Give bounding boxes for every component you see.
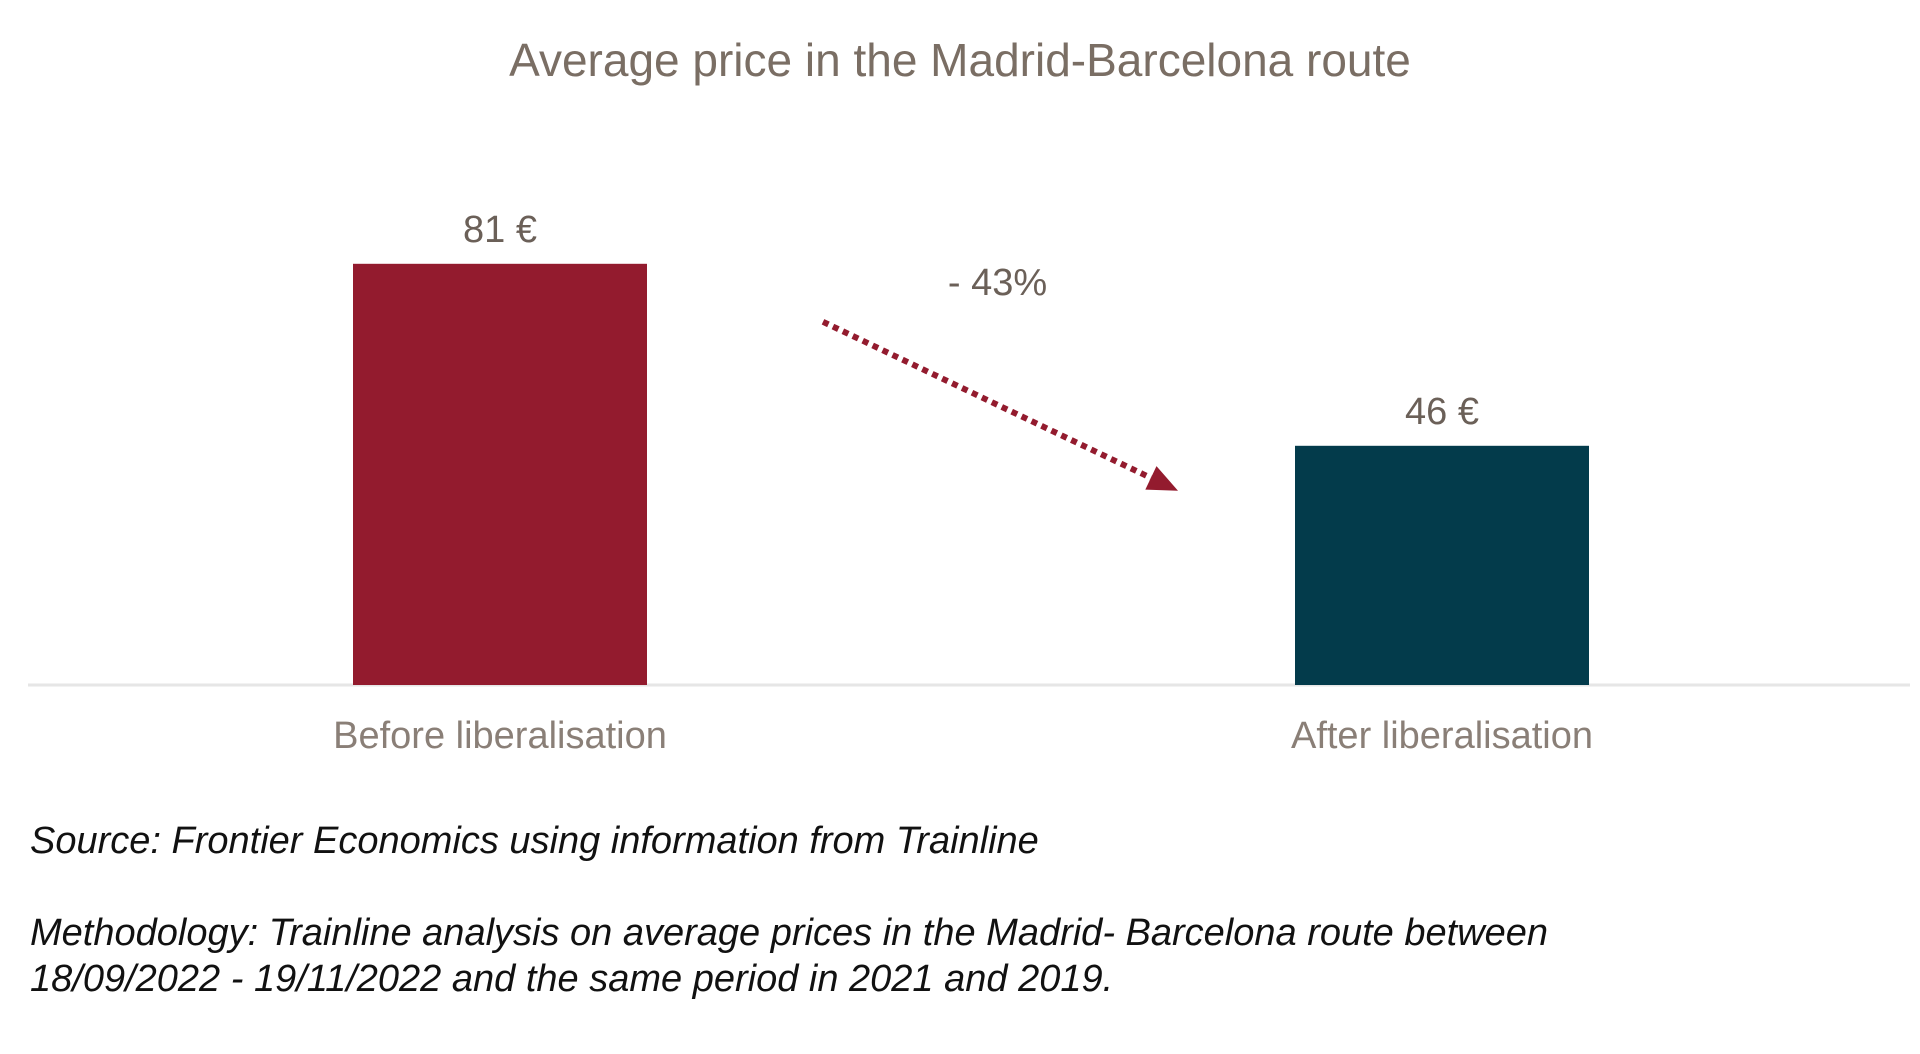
data-label-2: 46 € (1405, 391, 1479, 433)
trend-arrow-line (821, 319, 1153, 481)
change-annotation: - 43% (948, 262, 1047, 304)
annotation-layer: - 43% (821, 262, 1178, 491)
bar-2 (1295, 445, 1589, 685)
chart: Average price in the Madrid-Barcelona ro… (28, 34, 1910, 757)
bar-1 (353, 263, 647, 685)
source-note: Source: Frontier Economics using informa… (30, 820, 1039, 862)
trend-arrow-head (1145, 466, 1178, 491)
x-tick-label-2: After liberalisation (1291, 715, 1593, 757)
x-tick-label-1: Before liberalisation (333, 715, 667, 757)
methodology-note: Methodology: Trainline analysis on avera… (30, 912, 1549, 1000)
bars-layer: 81 € Before liberalisation 46 € After liber… (333, 209, 1593, 757)
data-label-1: 81 € (463, 209, 537, 251)
chart-title: Average price in the Madrid-Barcelona ro… (509, 34, 1411, 86)
